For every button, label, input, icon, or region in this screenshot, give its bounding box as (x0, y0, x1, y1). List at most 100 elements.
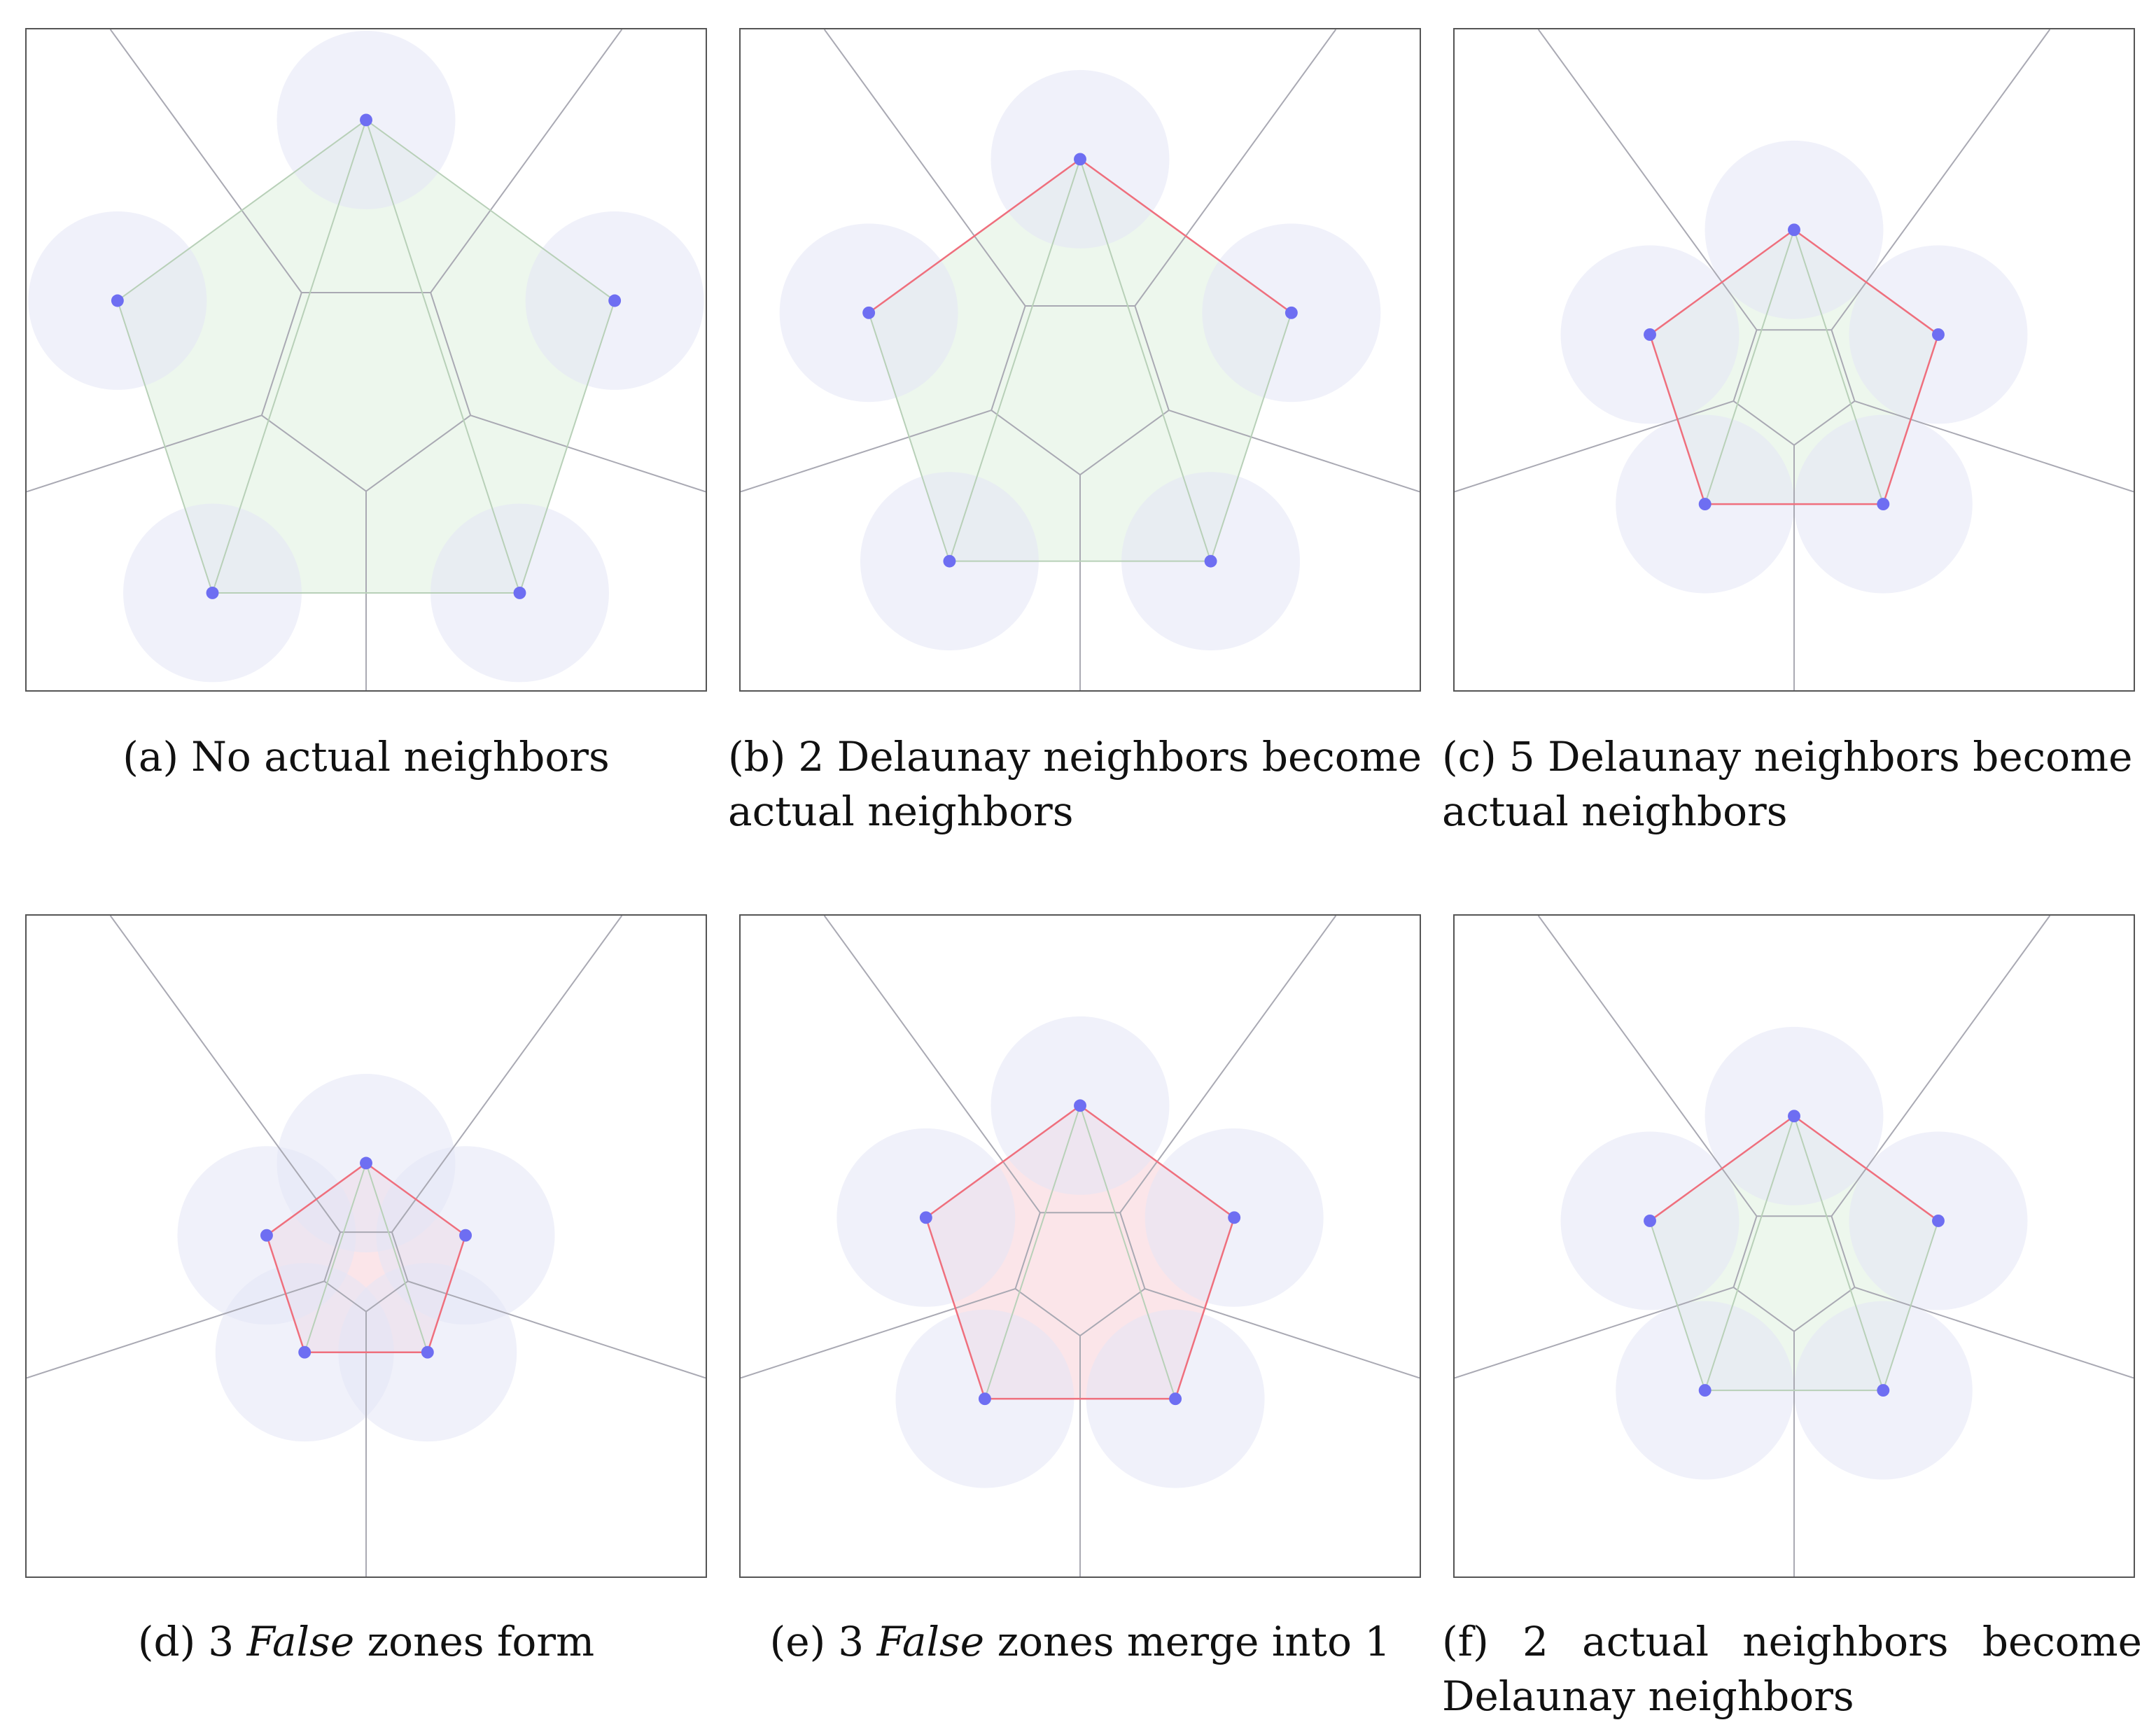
caption-a-label: (a) (122, 733, 179, 781)
voronoi-edge (1732, 400, 1795, 446)
site-point (862, 306, 876, 319)
site-point (360, 113, 372, 127)
panel-b (739, 28, 1421, 692)
caption-b: (b) 2 Delaunay neighbors become actual ne… (728, 729, 1428, 839)
site-point (1788, 223, 1800, 237)
caption-e-prefix: 3 (838, 1618, 864, 1665)
caption-b-label: (b) (728, 733, 786, 781)
voronoi-edge (1793, 400, 1856, 446)
actual-neighbor-edge (868, 158, 1081, 314)
caption-b-line1: 2 Delaunay neighbors become (798, 733, 1422, 781)
voronoi-ray (1830, 916, 2051, 1217)
site-point (1228, 1211, 1241, 1224)
caption-e-label: (e) (769, 1618, 826, 1665)
delaunay-edge (1704, 229, 1795, 505)
caption-f-word-0: (f) (1442, 1618, 1489, 1665)
voronoi-ray (1455, 400, 1734, 493)
caption-d-italic: False (246, 1618, 355, 1665)
delaunay-edge (365, 119, 615, 302)
voronoi-ray (1144, 1287, 1420, 1379)
voronoi-edge (260, 292, 302, 416)
caption-e: (e) 3 False zones merge into 1 (730, 1614, 1430, 1669)
actual-neighbor-edge (266, 1162, 367, 1236)
delaunay-edge (117, 119, 367, 302)
caption-d-suffix: zones form (367, 1618, 595, 1665)
voronoi-ray (1854, 1287, 2134, 1379)
caption-f-line2: Delaunay neighbors (1442, 1672, 1854, 1720)
caption-a: (a) No actual neighbors (16, 729, 716, 784)
caption-a-text: No actual neighbors (191, 733, 610, 781)
caption-f-word-1: 2 (1522, 1618, 1548, 1665)
voronoi-edge (261, 414, 367, 492)
site-point (421, 1345, 434, 1359)
caption-f-word-2: actual (1582, 1618, 1709, 1665)
delaunay-edge (304, 1163, 367, 1353)
delaunay-edge (116, 300, 214, 594)
site-point (1698, 1384, 1712, 1397)
voronoi-edge (1079, 410, 1170, 475)
caption-f: (f) 2 actual neighbors become Delaunay n… (1442, 1614, 2142, 1723)
delaunay-edge (983, 1105, 1081, 1399)
site-point (1644, 1214, 1656, 1227)
delaunay-edge (1079, 159, 1212, 561)
voronoi-ray (741, 410, 992, 493)
site-point (260, 1229, 273, 1242)
actual-neighbor-edge (1793, 229, 1939, 335)
voronoi-edge (430, 292, 472, 416)
voronoi-ray (1455, 1287, 1734, 1379)
voronoi-ray (1537, 29, 1758, 330)
caption-d: (d) 3 False zones form (16, 1614, 716, 1669)
voronoi-edge (1830, 329, 1856, 402)
voronoi-edge (365, 414, 471, 492)
actual-neighbor-edge (365, 1162, 466, 1236)
voronoi-ray (1830, 29, 2051, 330)
voronoi-edge (1014, 1288, 1081, 1336)
voronoi-ray (741, 1287, 1016, 1379)
actual-neighbor-edge (1793, 1115, 1939, 1222)
delaunay-edge (1704, 1115, 1795, 1391)
site-point (1877, 498, 1890, 511)
caption-e-suffix: zones merge into 1 (997, 1618, 1391, 1665)
voronoi-edge (1119, 1212, 1146, 1289)
actual-neighbor-edge (1174, 1217, 1236, 1399)
site-point (1074, 1099, 1086, 1112)
voronoi-ray (470, 414, 706, 493)
delaunay-edge (948, 159, 1081, 561)
delaunay-edge (1793, 1115, 1884, 1391)
actual-neighbor-edge (1882, 334, 1940, 505)
voronoi-ray (109, 916, 341, 1233)
site-point (1788, 1110, 1800, 1123)
voronoi-ray (1168, 410, 1420, 493)
site-point (919, 1211, 932, 1224)
voronoi-ray (1119, 916, 1337, 1213)
caption-e-italic: False (876, 1618, 985, 1665)
diagram-d (27, 916, 706, 1576)
site-point (298, 1345, 312, 1359)
voronoi-edge (1134, 305, 1170, 411)
delaunay-edge (1210, 312, 1292, 561)
voronoi-ray (27, 414, 262, 493)
voronoi-edge (1793, 1287, 1856, 1332)
voronoi-edge (1732, 329, 1758, 402)
caption-f-word-3: neighbors (1742, 1618, 1949, 1665)
actual-neighbor-edge (426, 1235, 467, 1353)
diagram-f (1455, 916, 2134, 1576)
voronoi-ray (430, 29, 623, 293)
panel-e (739, 914, 1421, 1578)
caption-d-label: (d) (137, 1618, 196, 1665)
site-point (1698, 498, 1712, 511)
site-point (111, 294, 124, 307)
site-point (608, 294, 622, 307)
delaunay-edge (519, 300, 616, 594)
voronoi-edge (1830, 1215, 1856, 1288)
voronoi-ray (109, 29, 302, 293)
caption-f-line1: (f) 2 actual neighbors become (1442, 1614, 2142, 1669)
diagram-e (741, 916, 1420, 1576)
delaunay-edge (1793, 229, 1884, 505)
voronoi-ray (1537, 916, 1758, 1217)
delaunay-edge (1079, 1105, 1177, 1399)
diagram-c (1455, 29, 2134, 690)
site-point (1074, 153, 1086, 166)
voronoi-edge (391, 1231, 409, 1282)
panel-d (25, 914, 707, 1578)
